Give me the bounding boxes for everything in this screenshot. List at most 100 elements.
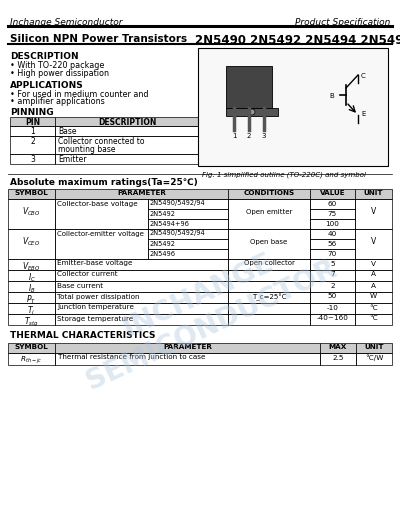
Text: CONDITIONS: CONDITIONS — [243, 190, 295, 196]
Text: Emitter: Emitter — [58, 155, 86, 165]
Text: 2.5: 2.5 — [332, 354, 344, 361]
Bar — [148, 239, 228, 249]
Bar — [55, 303, 228, 314]
Text: 1: 1 — [232, 133, 236, 139]
Bar — [8, 281, 55, 292]
Text: Total power dissipation: Total power dissipation — [57, 294, 140, 299]
Bar — [310, 189, 355, 199]
Bar — [356, 353, 392, 365]
Bar — [8, 270, 55, 281]
Text: 2N5490/5492/94: 2N5490/5492/94 — [150, 231, 206, 237]
Text: INCHANGE
SEMICONDUCTOR: INCHANGE SEMICONDUCTOR — [68, 225, 342, 395]
Bar — [356, 343, 392, 353]
Text: MAX: MAX — [329, 344, 347, 350]
Bar — [228, 199, 310, 229]
Text: 75: 75 — [328, 210, 337, 217]
Text: -10: -10 — [326, 305, 338, 310]
Text: V: V — [371, 237, 376, 247]
Text: V: V — [371, 208, 376, 217]
Bar — [55, 117, 200, 126]
Circle shape — [249, 109, 255, 115]
Text: Junction temperature: Junction temperature — [57, 305, 134, 310]
Bar — [8, 314, 55, 325]
Text: $I_C$: $I_C$ — [28, 271, 36, 284]
Bar — [355, 229, 392, 259]
Text: UNIT: UNIT — [364, 344, 384, 350]
Bar — [55, 343, 320, 353]
Bar — [310, 249, 355, 259]
Bar — [55, 126, 200, 136]
Text: UNIT: UNIT — [364, 190, 383, 196]
Text: 2: 2 — [247, 133, 251, 139]
Bar — [310, 229, 355, 239]
Text: T_c=25°C: T_c=25°C — [252, 294, 286, 301]
Text: Collector-emitter voltage: Collector-emitter voltage — [57, 231, 144, 237]
Bar — [55, 199, 148, 229]
Bar — [355, 189, 392, 199]
Bar — [310, 259, 355, 270]
Text: PARAMETER: PARAMETER — [163, 344, 212, 350]
Text: $T_j$: $T_j$ — [28, 305, 36, 318]
Bar — [228, 314, 310, 325]
Bar — [355, 314, 392, 325]
Bar — [355, 259, 392, 270]
Text: Base current: Base current — [57, 282, 103, 289]
Bar — [8, 189, 55, 199]
Text: Inchange Semiconductor: Inchange Semiconductor — [10, 18, 122, 27]
Text: $P_T$: $P_T$ — [26, 294, 37, 306]
Bar — [228, 189, 310, 199]
Text: 2N5492: 2N5492 — [150, 240, 176, 247]
Bar — [355, 303, 392, 314]
Bar — [320, 343, 356, 353]
Text: 2N5496: 2N5496 — [150, 251, 176, 256]
Bar — [310, 281, 355, 292]
Text: $V_{CEO}$: $V_{CEO}$ — [22, 236, 41, 248]
Text: -40~160: -40~160 — [316, 315, 348, 322]
Bar — [55, 281, 228, 292]
Text: $T_{stg}$: $T_{stg}$ — [24, 315, 39, 328]
Text: • For used in medium counter and: • For used in medium counter and — [10, 90, 148, 99]
Text: 2N5494+96: 2N5494+96 — [150, 221, 190, 226]
Bar — [310, 314, 355, 325]
Text: Open collector: Open collector — [244, 261, 294, 266]
Bar — [148, 229, 228, 239]
Text: Open base: Open base — [250, 239, 288, 245]
Text: VALUE: VALUE — [320, 190, 345, 196]
Bar — [198, 48, 388, 166]
Bar — [228, 281, 310, 292]
Text: C: C — [361, 73, 366, 79]
Text: Base: Base — [58, 127, 76, 137]
Bar — [55, 154, 200, 164]
Bar — [355, 292, 392, 303]
Bar — [8, 343, 55, 353]
Text: APPLICATIONS: APPLICATIONS — [10, 81, 84, 90]
Text: °C: °C — [369, 305, 378, 310]
Bar — [10, 136, 55, 154]
Text: 3: 3 — [30, 155, 35, 165]
Text: 50: 50 — [328, 294, 337, 299]
Text: $V_{EBO}$: $V_{EBO}$ — [22, 261, 41, 273]
Bar — [228, 259, 310, 270]
Bar — [55, 259, 228, 270]
Text: PARAMETER: PARAMETER — [117, 190, 166, 196]
Text: 60: 60 — [328, 200, 337, 207]
Bar — [55, 270, 228, 281]
Text: • amplifier applications: • amplifier applications — [10, 97, 105, 106]
Text: B: B — [329, 93, 334, 99]
Text: PINNING: PINNING — [10, 108, 54, 117]
Text: Silicon NPN Power Transistors: Silicon NPN Power Transistors — [10, 34, 187, 44]
Bar — [228, 229, 310, 259]
Text: E: E — [361, 111, 365, 117]
Text: mounting base: mounting base — [58, 145, 116, 153]
Text: °C/W: °C/W — [365, 354, 383, 361]
Bar — [10, 154, 55, 164]
Bar — [148, 199, 228, 209]
Text: DESCRIPTION: DESCRIPTION — [98, 118, 157, 127]
Text: • With TO-220 package: • With TO-220 package — [10, 61, 104, 70]
Bar — [55, 353, 320, 365]
Text: 2N5492: 2N5492 — [150, 210, 176, 217]
Text: V: V — [371, 261, 376, 266]
Bar — [8, 229, 55, 259]
Text: SYMBOL: SYMBOL — [15, 344, 48, 350]
Text: Absolute maximum ratings(Ta=25℃): Absolute maximum ratings(Ta=25℃) — [10, 178, 198, 187]
